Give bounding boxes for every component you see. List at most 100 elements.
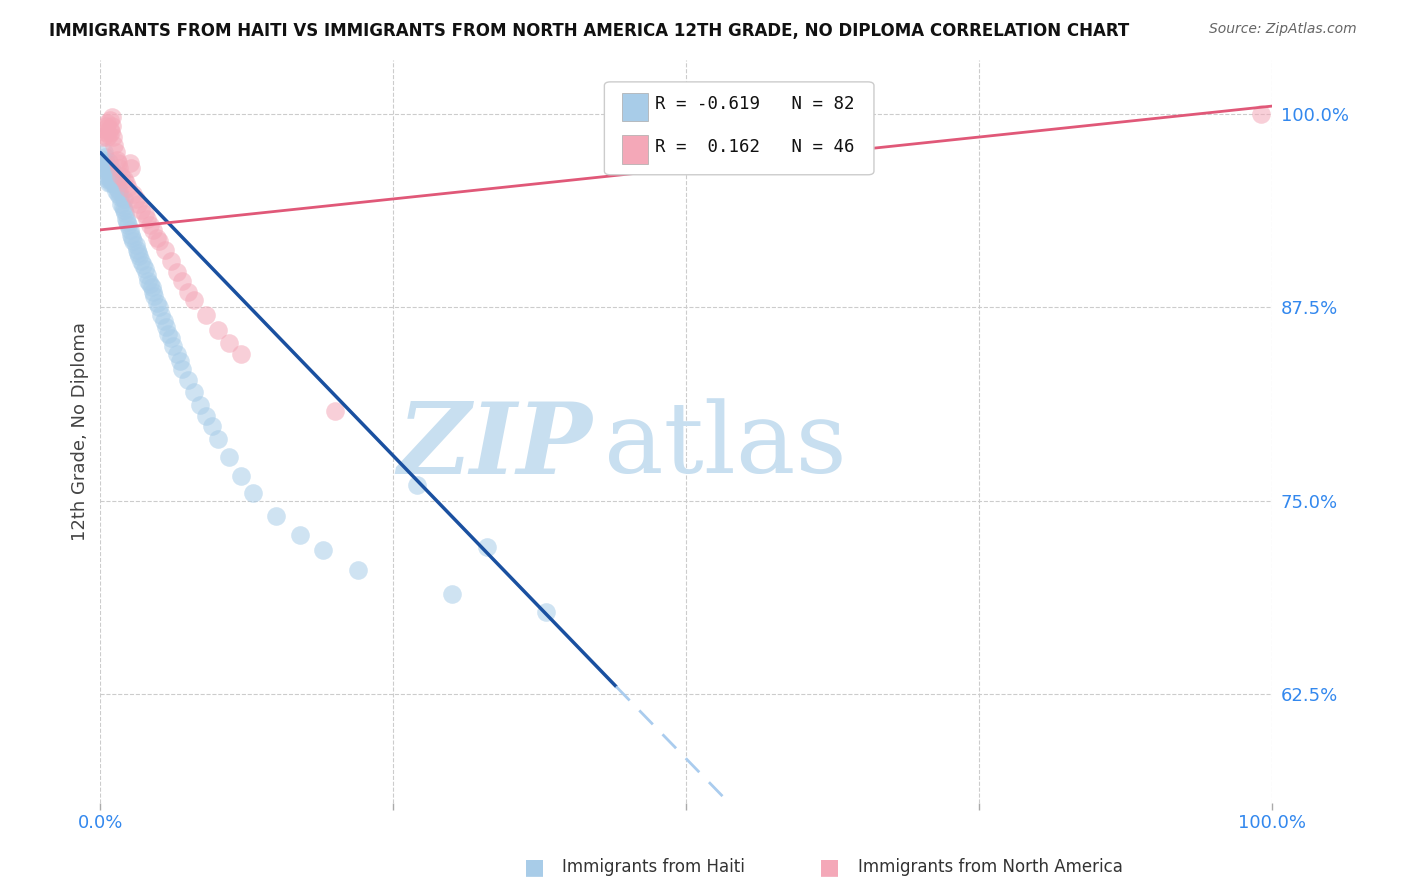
Text: R = -0.619   N = 82: R = -0.619 N = 82: [655, 95, 855, 113]
Text: IMMIGRANTS FROM HAITI VS IMMIGRANTS FROM NORTH AMERICA 12TH GRADE, NO DIPLOMA CO: IMMIGRANTS FROM HAITI VS IMMIGRANTS FROM…: [49, 22, 1129, 40]
Point: [112, 171, 135, 186]
Point: [97, 177, 120, 191]
Point: [162, 339, 184, 353]
Point: [100, 177, 122, 191]
Point: [264, 509, 287, 524]
Point: [103, 177, 125, 191]
Point: [405, 478, 427, 492]
Point: [142, 285, 165, 299]
Point: [108, 161, 131, 175]
Point: [166, 265, 188, 279]
Point: [188, 398, 211, 412]
Point: [347, 563, 370, 577]
Point: [97, 128, 120, 143]
Point: [148, 300, 170, 314]
FancyBboxPatch shape: [605, 82, 875, 175]
Point: [143, 289, 166, 303]
Point: [136, 212, 159, 227]
Point: [118, 156, 141, 170]
Text: atlas: atlas: [605, 398, 848, 494]
Point: [229, 469, 252, 483]
Text: Immigrants from North America: Immigrants from North America: [858, 858, 1122, 876]
Point: [141, 280, 163, 294]
Point: [142, 223, 165, 237]
Point: [172, 362, 194, 376]
Text: ZIP: ZIP: [398, 398, 593, 494]
Point: [101, 119, 124, 133]
Point: [159, 331, 181, 345]
Point: [138, 274, 160, 288]
Point: [166, 347, 188, 361]
Point: [145, 230, 167, 244]
Point: [121, 230, 143, 244]
Point: [107, 187, 129, 202]
Point: [128, 249, 150, 263]
Point: [194, 308, 217, 322]
Y-axis label: 12th Grade, No Diploma: 12th Grade, No Diploma: [72, 322, 89, 541]
Text: R =  0.162   N = 46: R = 0.162 N = 46: [655, 138, 855, 156]
Point: [122, 187, 145, 202]
Point: [96, 116, 118, 130]
FancyBboxPatch shape: [621, 136, 648, 163]
Point: [120, 161, 142, 175]
Point: [98, 112, 121, 127]
Point: [103, 165, 125, 179]
Point: [98, 122, 121, 136]
Point: [112, 192, 135, 206]
Text: Source: ZipAtlas.com: Source: ZipAtlas.com: [1209, 22, 1357, 37]
Point: [153, 243, 176, 257]
Point: [136, 268, 159, 282]
Point: [125, 243, 148, 257]
Point: [323, 404, 346, 418]
Point: [117, 181, 139, 195]
Point: [155, 320, 177, 334]
Point: [94, 150, 117, 164]
Point: [96, 130, 118, 145]
Point: [218, 335, 240, 350]
Point: [122, 234, 145, 248]
Point: [131, 259, 153, 273]
Point: [111, 200, 134, 214]
Text: ■: ■: [524, 857, 544, 877]
Point: [103, 177, 125, 191]
Point: [207, 323, 229, 337]
Point: [94, 125, 117, 139]
Point: [98, 161, 121, 175]
Text: ■: ■: [820, 857, 839, 877]
Point: [105, 181, 128, 195]
Point: [131, 253, 153, 268]
Point: [145, 295, 167, 310]
Point: [152, 314, 174, 328]
Point: [201, 419, 224, 434]
Point: [127, 246, 149, 260]
Point: [207, 432, 229, 446]
FancyBboxPatch shape: [621, 93, 648, 121]
Point: [104, 145, 127, 160]
Point: [138, 218, 160, 232]
Point: [124, 192, 146, 206]
Point: [110, 190, 132, 204]
Point: [107, 178, 129, 192]
Point: [96, 119, 118, 133]
Point: [93, 122, 115, 136]
Point: [118, 223, 141, 237]
Point: [117, 215, 139, 229]
Point: [148, 234, 170, 248]
Point: [104, 184, 127, 198]
Point: [1250, 107, 1272, 121]
Point: [101, 110, 124, 124]
Point: [229, 347, 252, 361]
Point: [91, 153, 114, 168]
Point: [100, 167, 122, 181]
Point: [112, 202, 135, 217]
Point: [218, 450, 240, 465]
Point: [124, 238, 146, 252]
Point: [108, 184, 131, 198]
Point: [101, 171, 124, 186]
Point: [194, 409, 217, 423]
Point: [97, 154, 120, 169]
Point: [134, 261, 156, 276]
Point: [97, 165, 120, 179]
Point: [159, 253, 181, 268]
Point: [288, 528, 311, 542]
